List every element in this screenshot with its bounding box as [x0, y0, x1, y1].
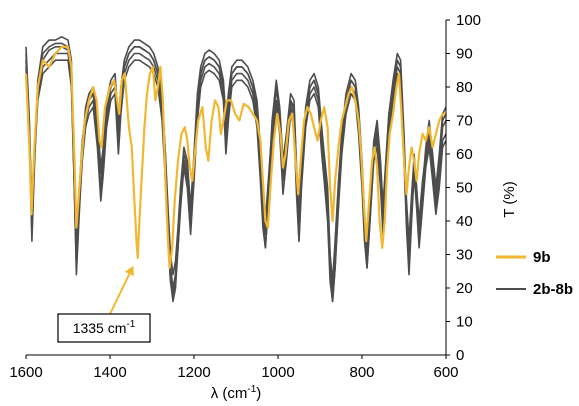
annotation-arrowhead — [124, 265, 134, 277]
x-tick-label: 800 — [349, 364, 374, 381]
annotation-label-main: 1335 cm — [73, 320, 127, 336]
x-axis-title-end: ) — [256, 385, 261, 402]
x-axis-title-sup: -1 — [247, 384, 256, 395]
y-tick-label: 100 — [456, 12, 481, 29]
x-tick-label: 1000 — [261, 364, 294, 381]
peak-annotation: 1335 cm-1 — [57, 265, 151, 343]
y-tick-label: 10 — [456, 314, 473, 331]
legend-label-9b: 9b — [533, 249, 551, 266]
annotation-label: 1335 cm-1 — [73, 319, 136, 336]
y-axis-ticks: 0 10 20 30 40 50 60 70 80 90 100 — [446, 12, 481, 364]
annotation-arrow — [109, 273, 131, 315]
series-line-2b-8b-4 — [25, 46, 447, 283]
y-axis-title: T (%) — [501, 181, 518, 217]
y-tick-label: 70 — [456, 113, 473, 130]
y-tick-label: 40 — [456, 213, 473, 230]
y-tick-label: 80 — [456, 79, 473, 96]
y-tick-label: 90 — [456, 46, 473, 63]
y-tick-label: 0 — [456, 347, 464, 364]
series-line-2b-8b-3 — [25, 52, 447, 289]
x-axis-ticks: 1600 1400 1200 1000 800 600 — [9, 355, 459, 381]
y-tick-label: 60 — [456, 146, 473, 163]
annotation-label-sup: -1 — [126, 319, 135, 330]
x-axis-title: λ (cm-1) — [211, 384, 262, 402]
x-tick-label: 1200 — [177, 364, 210, 381]
x-tick-label: 1400 — [93, 364, 126, 381]
legend-label-2b-8b: 2b-8b — [533, 281, 573, 298]
x-axis-title-main: λ (cm — [211, 385, 248, 402]
y-tick-label: 50 — [456, 180, 473, 197]
x-tick-label: 1600 — [9, 364, 42, 381]
annotation-box — [57, 313, 151, 343]
legend: 9b 2b-8b — [496, 249, 573, 298]
y-tick-label: 20 — [456, 280, 473, 297]
series-layer — [24, 36, 447, 303]
x-tick-label: 600 — [433, 364, 458, 381]
y-tick-label: 30 — [456, 247, 473, 264]
series-line-9b — [24, 45, 446, 269]
